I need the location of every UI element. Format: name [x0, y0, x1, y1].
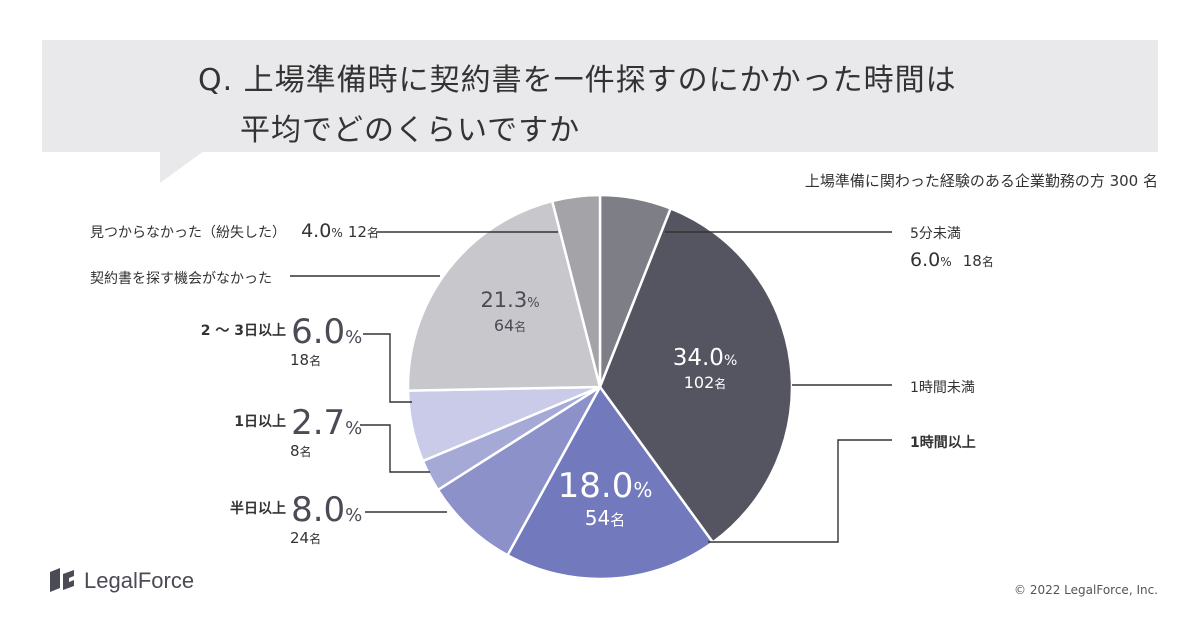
inside-lt1h-count: 102	[683, 373, 715, 392]
pie-slice-halfday	[436, 385, 602, 557]
pie-slice-none	[406, 199, 602, 392]
label-halfday-pct: 8.0	[291, 490, 346, 530]
label-halfday: 半日以上 8.0% 24名	[190, 490, 362, 547]
label-oneday-pct: 2.7	[291, 403, 346, 443]
pie-slice-lost	[550, 193, 602, 388]
label-days2to3: 2 〜 3日以上 6.0% 18名	[190, 312, 363, 369]
label-halfday-count-unit: 名	[309, 532, 322, 546]
label-ge1h-name: 1時間以上	[910, 435, 976, 451]
label-lt5min-count: 18	[962, 252, 982, 270]
inside-label-lt1h: 34.0% 102名	[645, 345, 765, 392]
label-oneday-name: 1日以上	[234, 414, 286, 430]
inside-ge1h-pct-unit: %	[633, 478, 653, 502]
question-title-line-1: Q. 上場準備時に契約書を一件探すのにかかった時間は	[198, 63, 957, 98]
label-oneday: 1日以上 2.7% 8名	[190, 403, 362, 460]
legalforce-logo-icon	[50, 568, 74, 592]
question-title-line-2: 平均でどのくらいですか	[240, 113, 581, 148]
label-halfday-count: 24	[290, 529, 310, 547]
label-lt1h-name: 1時間未満	[910, 380, 975, 396]
inside-ge1h-count: 54	[584, 506, 611, 530]
leader-line-days2to3	[363, 333, 412, 403]
label-lost-pct: 4.0	[301, 220, 332, 242]
label-days2to3-count: 18	[290, 351, 310, 369]
label-lt5min-name: 5分未満	[910, 226, 961, 242]
label-lt5min-pct-unit: %	[940, 255, 952, 269]
label-lt5min: 5分未満 6.0% 18名	[910, 223, 994, 271]
label-lost-count: 12	[347, 223, 367, 241]
label-lost-pct-unit: %	[331, 226, 343, 240]
inside-none-pct-unit: %	[527, 296, 540, 311]
pie-slices	[406, 193, 794, 581]
inside-label-none: 21.3% 64名	[455, 288, 565, 335]
label-lost-count-unit: 名	[366, 226, 379, 240]
inside-ge1h-count-unit: 名	[610, 511, 626, 529]
label-days2to3-pct: 6.0	[291, 312, 346, 352]
label-days2to3-pct-unit: %	[345, 327, 363, 348]
inside-none-count-unit: 名	[514, 320, 527, 334]
label-lost: 見つからなかった（紛失した） 4.0% 12名	[90, 220, 379, 242]
respondents-note: 上場準備に関わった経験のある企業勤務の方 300 名	[804, 172, 1158, 190]
inside-label-ge1h: 18.0% 54名	[540, 466, 670, 530]
inside-none-count: 64	[493, 316, 515, 335]
label-lt5min-count-unit: 名	[981, 255, 994, 269]
inside-ge1h-pct: 18.0	[557, 466, 634, 506]
pie-slice-lt1h	[598, 206, 794, 545]
legalforce-logo: LegalForce	[48, 566, 194, 596]
inside-lt1h-pct: 34.0	[672, 345, 724, 371]
label-oneday-pct-unit: %	[345, 418, 363, 439]
pie-slice-ge1h	[505, 384, 715, 581]
label-lost-name: 見つからなかった（紛失した）	[90, 225, 286, 241]
leader-line-oneday	[360, 424, 430, 473]
label-none-name: 契約書を探す機会がなかった	[90, 271, 272, 287]
speech-bubble-tail	[160, 151, 204, 183]
legalforce-logo-text: LegalForce	[84, 568, 195, 593]
leader-line-ge1h	[708, 439, 892, 543]
label-oneday-count: 8	[290, 442, 300, 460]
label-days2to3-count-unit: 名	[309, 354, 322, 368]
inside-lt1h-count-unit: 名	[714, 377, 727, 391]
label-halfday-pct-unit: %	[345, 505, 363, 526]
leader-lines	[290, 231, 892, 543]
inside-lt1h-pct-unit: %	[723, 353, 738, 369]
label-days2to3-name: 2 〜 3日以上	[200, 323, 286, 339]
copyright: © 2022 LegalForce, Inc.	[1014, 583, 1158, 597]
label-lt5min-pct: 6.0	[910, 249, 941, 271]
label-oneday-count-unit: 名	[299, 445, 312, 459]
question-banner	[42, 40, 1158, 152]
inside-none-pct: 21.3	[480, 288, 528, 312]
label-halfday-name: 半日以上	[230, 501, 286, 517]
